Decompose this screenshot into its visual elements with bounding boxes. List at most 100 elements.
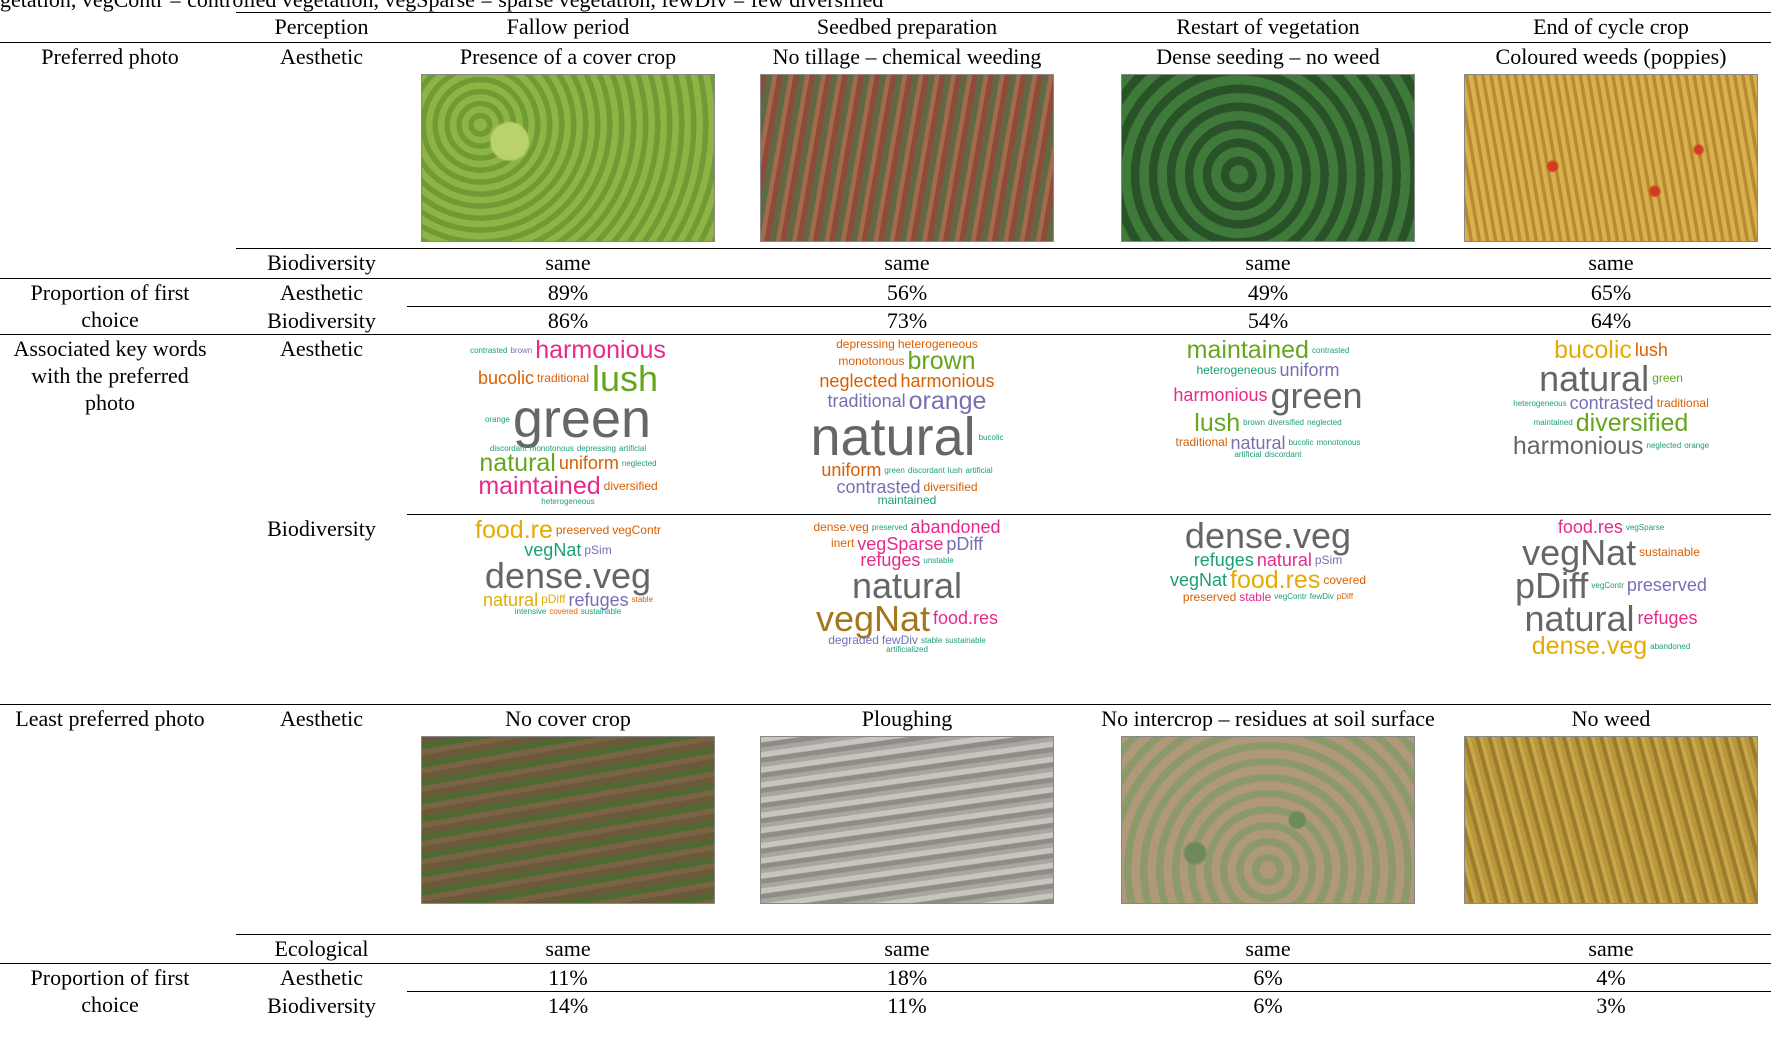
keyword: preserved (555, 522, 610, 537)
cell-text: 64% (1590, 308, 1632, 333)
keyword: natural (1230, 432, 1286, 453)
cell-text: Fallow period (506, 14, 630, 39)
cell-text: same (1245, 250, 1291, 275)
keyword: monotonous (1316, 438, 1361, 448)
cell-text: 65% (1590, 280, 1632, 305)
value: 89% (407, 278, 729, 307)
keyword: harmonious (900, 371, 995, 392)
keyword: abandoned (1650, 641, 1691, 651)
photo-cell: Coloured weeds (poppies) (1451, 42, 1771, 249)
keyword: lush (592, 358, 659, 399)
keyword: heterogeneous (1196, 362, 1277, 377)
cell-text: Ecological (274, 936, 369, 961)
keyword: neglected (621, 458, 657, 468)
column-header: Fallow period (407, 12, 729, 43)
keyword: monotonous (838, 354, 905, 369)
row-label: Least preferred photo (0, 704, 236, 935)
keyword: bucolic (978, 432, 1004, 442)
cell-text: Aesthetic (279, 965, 364, 990)
cell-text: same (1588, 250, 1634, 275)
cell-text: Aesthetic (279, 44, 364, 69)
keyword: vegSparse (857, 533, 944, 554)
cell-text: Presence of a cover crop (459, 44, 677, 69)
cell-text: Least preferred photo (15, 706, 205, 731)
cell-text: same (545, 250, 591, 275)
cell-text: Biodiversity (267, 250, 376, 275)
value: same (407, 248, 729, 279)
keyword: neglected (819, 371, 898, 392)
word-cloud-cell: contrasted brown harmonious bucolic traditio… (407, 334, 729, 515)
keyword: pSim (1314, 552, 1343, 567)
cell-text: 4% (1596, 965, 1626, 990)
cell-text: Aesthetic (279, 280, 364, 305)
keyword: natural (483, 589, 539, 610)
keyword: pSim (584, 542, 612, 557)
keyword: degraded (828, 632, 879, 647)
keyword: contrasted (470, 345, 508, 355)
value: 6% (1085, 963, 1451, 992)
caption: getation, vegContr = controlled vegetati… (0, 0, 883, 13)
keyword: orange (908, 386, 987, 415)
value: 86% (407, 306, 729, 335)
value: 11% (729, 991, 1085, 1020)
keyword: vegNat (524, 540, 582, 560)
keyword: maintained (478, 472, 601, 501)
cell-text: No cover crop (505, 706, 631, 731)
keyword: vegContr (612, 522, 661, 537)
keyword: uniform (1279, 360, 1340, 380)
column-header: End of cycle crop (1451, 12, 1771, 43)
keyword: maintained (1186, 336, 1309, 364)
keyword: neglected (1646, 441, 1682, 451)
cell-text: same (884, 936, 930, 961)
keyword: refuges (1193, 550, 1254, 571)
value: 6% (1085, 991, 1451, 1020)
cell-text: same (884, 250, 930, 275)
cell-text: Proportion of first choice (30, 965, 190, 1017)
keyword: preserved (871, 522, 908, 532)
keyword: intensive (514, 607, 547, 617)
photo (1464, 74, 1758, 242)
value: 56% (729, 278, 1085, 307)
keyword: bucolic (477, 368, 534, 389)
keyword: fewDiv (1309, 592, 1334, 602)
cell-text: same (1245, 936, 1291, 961)
keyword: depressing (576, 443, 616, 453)
keyword: heterogeneous (897, 337, 978, 351)
cell-text: Ploughing (861, 706, 953, 731)
table-row: Least preferred photo Aesthetic No cover c… (0, 704, 1771, 935)
value: same (729, 248, 1085, 279)
keyword: artificial (618, 443, 647, 453)
photo (421, 736, 715, 904)
keyword: covered (1323, 572, 1367, 587)
table-row: Proportion of first choice Aesthetic 89% 56… (0, 278, 1771, 335)
keyword: diversified (923, 479, 978, 494)
keyword: food.re (475, 516, 553, 544)
cell-text: Biodiversity (267, 992, 376, 1018)
column-header: Perception (236, 12, 407, 43)
keyword: vegNat (815, 597, 931, 639)
keyword: food.res (1557, 517, 1623, 537)
keyword: brown (907, 347, 976, 376)
value: 65% (1451, 278, 1771, 307)
keyword: harmonious (1512, 431, 1644, 460)
keyword: traditional (1175, 435, 1228, 450)
keyword: uniform (821, 460, 882, 481)
keyword: contrasted (836, 476, 921, 497)
keyword: traditional (536, 371, 589, 386)
keyword: natural (479, 449, 556, 478)
word-cloud: food.re preserved vegContr vegNat pSim dense.… (468, 516, 668, 617)
cell-text: Biodiversity (267, 307, 376, 333)
perception: Ecological (236, 934, 407, 964)
perception: Biodiversity (236, 992, 407, 1020)
keyword: maintained (877, 493, 937, 508)
table-row: Perception Fallow period Seedbed preparati… (0, 12, 1771, 43)
keyword: food.res (933, 608, 999, 629)
keyword: stable (920, 635, 943, 645)
cell-text: 56% (886, 280, 928, 305)
value: same (1451, 934, 1771, 964)
value: 3% (1451, 991, 1771, 1020)
empty-cell (0, 935, 236, 964)
value: same (1451, 248, 1771, 279)
photo-cell: Presence of a cover crop (407, 42, 729, 249)
cell-text: 6% (1253, 965, 1283, 990)
